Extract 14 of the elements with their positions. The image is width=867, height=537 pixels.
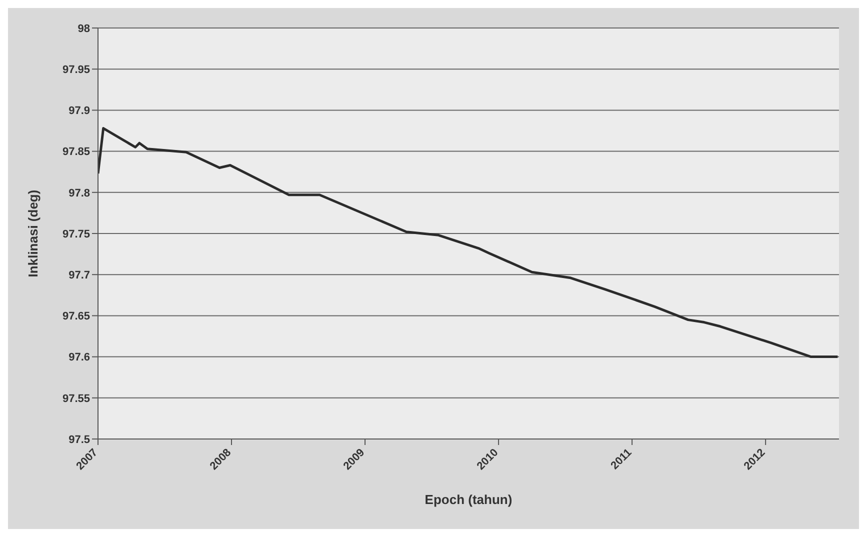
x-axis-title: Epoch (tahun) xyxy=(424,492,512,507)
y-tick-label: 97.95 xyxy=(62,64,90,76)
y-tick-label: 97.5 xyxy=(68,434,90,446)
y-tick-label: 97.85 xyxy=(62,146,90,158)
y-axis-title: Inklinasi (deg) xyxy=(26,190,41,278)
y-tick-label: 97.65 xyxy=(62,310,90,323)
y-tick-label: 98 xyxy=(78,22,90,35)
y-tick-label: 97.6 xyxy=(68,352,90,364)
y-tick-label: 97.9 xyxy=(68,105,90,118)
y-tick-label: 97.75 xyxy=(62,228,90,240)
y-tick-label: 97.8 xyxy=(68,187,90,200)
line-series xyxy=(98,127,839,358)
y-tick-label: 97.7 xyxy=(68,270,90,282)
y-tick-label: 97.55 xyxy=(62,392,90,405)
